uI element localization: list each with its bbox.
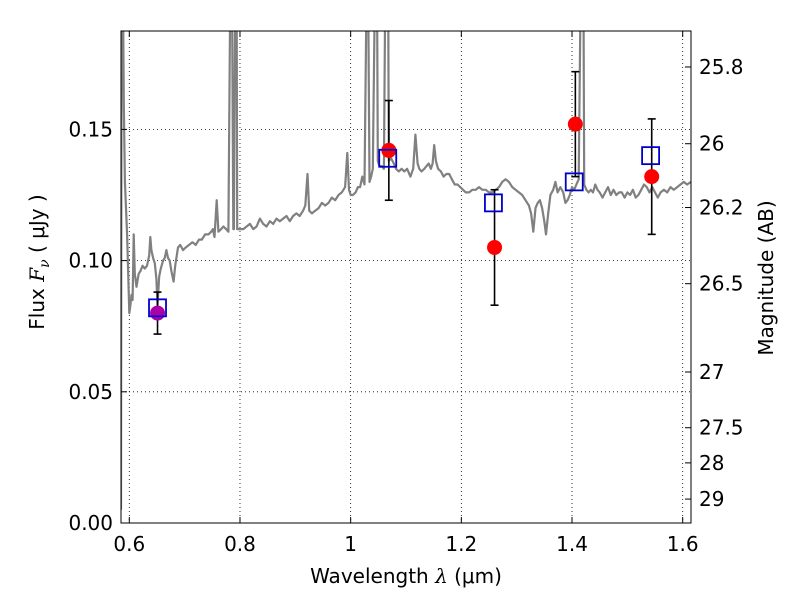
y2-tick-label: 25.8: [699, 55, 744, 79]
y-tick-label: 0.10: [68, 249, 113, 273]
x-tick-label: 1.4: [556, 532, 588, 556]
x-axis-label: Wavelength λ (μm): [310, 564, 502, 588]
y-axis: 0.00 0.05 0.10 0.15: [68, 117, 127, 535]
y-axis-label-text: Flux: [25, 288, 49, 330]
y-axis-label: Flux Fν ( μJy ): [25, 194, 53, 329]
y2-axis: 25.8 26 26.2 26.5 27 27.5 28 29: [685, 55, 744, 511]
plot-frame: [120, 30, 692, 524]
x-axis-label-text: Wavelength: [310, 564, 429, 588]
x-axis-label-unit: (μm): [454, 564, 502, 588]
x-tick-label: 1.6: [667, 532, 699, 556]
y2-tick-label: 27.5: [699, 416, 744, 440]
model-point: [378, 148, 398, 168]
y-tick-label: 0.05: [68, 380, 113, 404]
y-tick-label: 0.15: [68, 117, 113, 141]
y2-tick-label: 29: [699, 487, 724, 511]
y2-tick-label: 26: [699, 132, 724, 156]
x-axis: 0.6 0.8 1 1.2 1.4 1.6: [113, 31, 699, 556]
model-layer: [148, 146, 661, 318]
model-point: [641, 146, 661, 166]
model-point: [148, 298, 167, 318]
model-point: [564, 172, 584, 192]
x-axis-label-symbol: λ: [434, 564, 448, 588]
observed-point: [567, 116, 583, 132]
y-axis-label-unit: ( μJy ): [25, 194, 49, 253]
model-point: [484, 193, 503, 213]
x-tick-label: 0.8: [224, 532, 256, 556]
y2-axis-label: Magnitude (AB): [754, 200, 778, 355]
observed-point: [644, 169, 660, 185]
plot-background: [121, 31, 691, 523]
y2-tick-label: 27: [699, 360, 724, 384]
x-tick-label: 0.6: [113, 532, 145, 556]
x-tick-label: 1.2: [445, 532, 477, 556]
y2-tick-label: 26.5: [699, 272, 744, 296]
y2-tick-label: 28: [699, 451, 724, 475]
y-axis-label-symbol: F: [25, 267, 49, 283]
y-tick-label: 0.00: [68, 511, 113, 535]
observed-point: [487, 239, 503, 255]
y2-tick-label: 26.2: [699, 196, 744, 220]
observed-point: [150, 305, 166, 321]
x-tick-label: 1: [344, 532, 357, 556]
y-axis-label-subscript: ν: [37, 259, 53, 268]
